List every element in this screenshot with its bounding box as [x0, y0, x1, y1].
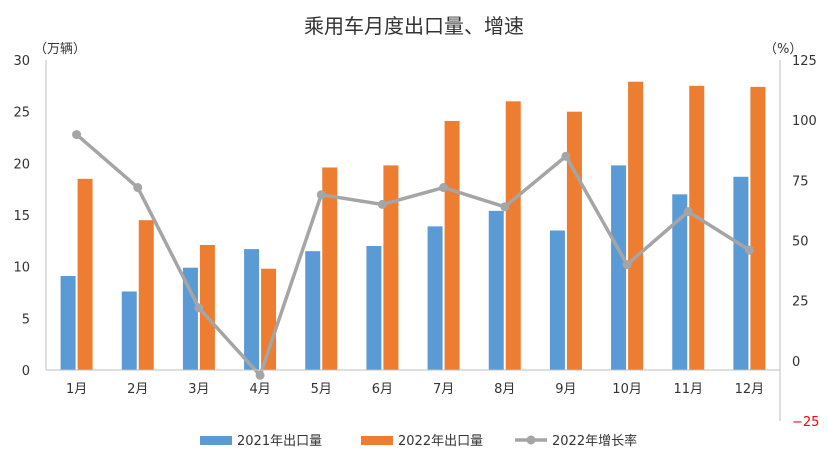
left-tick-label: 0: [22, 364, 30, 379]
left-tick-label: 5: [22, 312, 30, 327]
x-tick-label: 11月: [673, 382, 703, 397]
growth-point-5: [316, 190, 326, 200]
growth-point-4: [255, 370, 265, 380]
legend: 2021年出口量 2022年出口量 2022年增长率: [200, 433, 637, 449]
bar-2022-1: [77, 178, 93, 370]
growth-point-11: [683, 207, 693, 217]
right-tick-label: 100: [792, 114, 817, 129]
x-tick-label: 4月: [249, 382, 270, 397]
x-tick-label: 8月: [494, 382, 515, 397]
right-tick-label: 75: [792, 174, 809, 189]
growth-point-2: [133, 183, 143, 193]
bar-2022-6: [383, 165, 399, 370]
bar-2022-5: [322, 167, 338, 370]
x-tick-label: 1月: [66, 382, 87, 397]
growth-point-9: [561, 151, 571, 161]
right-tick-label: 50: [792, 235, 809, 250]
growth-point-10: [622, 260, 632, 270]
growth-point-1: [72, 130, 82, 140]
legend-label-1: 2022年出口量: [398, 434, 483, 449]
right-tick-label: −25: [792, 415, 819, 430]
bar-2021-10: [611, 165, 627, 370]
growth-point-6: [377, 199, 387, 209]
bar-2022-9: [566, 111, 582, 371]
bar-2021-12: [733, 176, 749, 370]
axes: 0 5 10 15 20 25 30 −25 0 25 50 75 100 125 1月 2月 3月 4月 5月 6月…: [13, 54, 819, 430]
left-tick-label: 30: [13, 54, 30, 69]
growth-point-8: [500, 202, 510, 212]
bar-series: [60, 81, 766, 371]
right-tick-label: 25: [792, 295, 809, 310]
legend-label-0: 2021年出口量: [237, 434, 322, 449]
growth-line: [75, 133, 751, 378]
bar-2022-10: [628, 81, 644, 370]
left-axis-unit-label: （万辆）: [34, 42, 86, 57]
bar-2022-2: [138, 220, 154, 370]
bar-2022-11: [689, 85, 705, 370]
x-tick-label: 2月: [127, 382, 148, 397]
chart-title: 乘用车月度出口量、增速: [304, 14, 524, 38]
bar-2021-7: [427, 226, 443, 370]
bar-2021-4: [244, 249, 260, 370]
bar-2021-3: [182, 267, 198, 370]
growth-point-7: [439, 183, 449, 193]
bar-2021-6: [366, 246, 382, 370]
right-axis-unit-label: （%）: [764, 42, 802, 57]
bar-2021-2: [121, 291, 137, 370]
x-tick-label: 7月: [433, 382, 454, 397]
bar-2021-1: [60, 275, 76, 370]
x-tick-label: 10月: [612, 382, 642, 397]
left-tick-label: 20: [13, 157, 30, 172]
x-tick-label: 3月: [188, 382, 209, 397]
legend-swatch-0: [200, 436, 232, 445]
x-tick-label: 9月: [555, 382, 576, 397]
right-tick-label: 125: [792, 54, 817, 69]
bar-2022-7: [444, 120, 460, 370]
left-tick-label: 25: [13, 106, 30, 121]
legend-marker-2: [526, 435, 536, 445]
left-tick-label: 15: [13, 209, 30, 224]
bar-2021-11: [672, 194, 688, 370]
bar-2022-8: [505, 101, 521, 370]
x-tick-label: 12月: [735, 382, 765, 397]
bar-2022-12: [750, 86, 766, 370]
growth-line-series: [72, 130, 754, 380]
bar-2021-8: [488, 210, 504, 370]
bar-2021-9: [549, 230, 565, 370]
x-tick-label: 6月: [372, 382, 393, 397]
growth-point-12: [744, 245, 754, 255]
bar-2022-4: [261, 268, 277, 370]
bar-2022-3: [199, 244, 215, 370]
growth-point-3: [194, 303, 204, 313]
legend-swatch-1: [361, 436, 393, 445]
bar-2021-5: [305, 251, 321, 370]
x-tick-label: 5月: [311, 382, 332, 397]
right-tick-label: 0: [792, 355, 800, 370]
legend-label-2: 2022年增长率: [552, 433, 637, 449]
left-tick-label: 10: [13, 261, 30, 276]
